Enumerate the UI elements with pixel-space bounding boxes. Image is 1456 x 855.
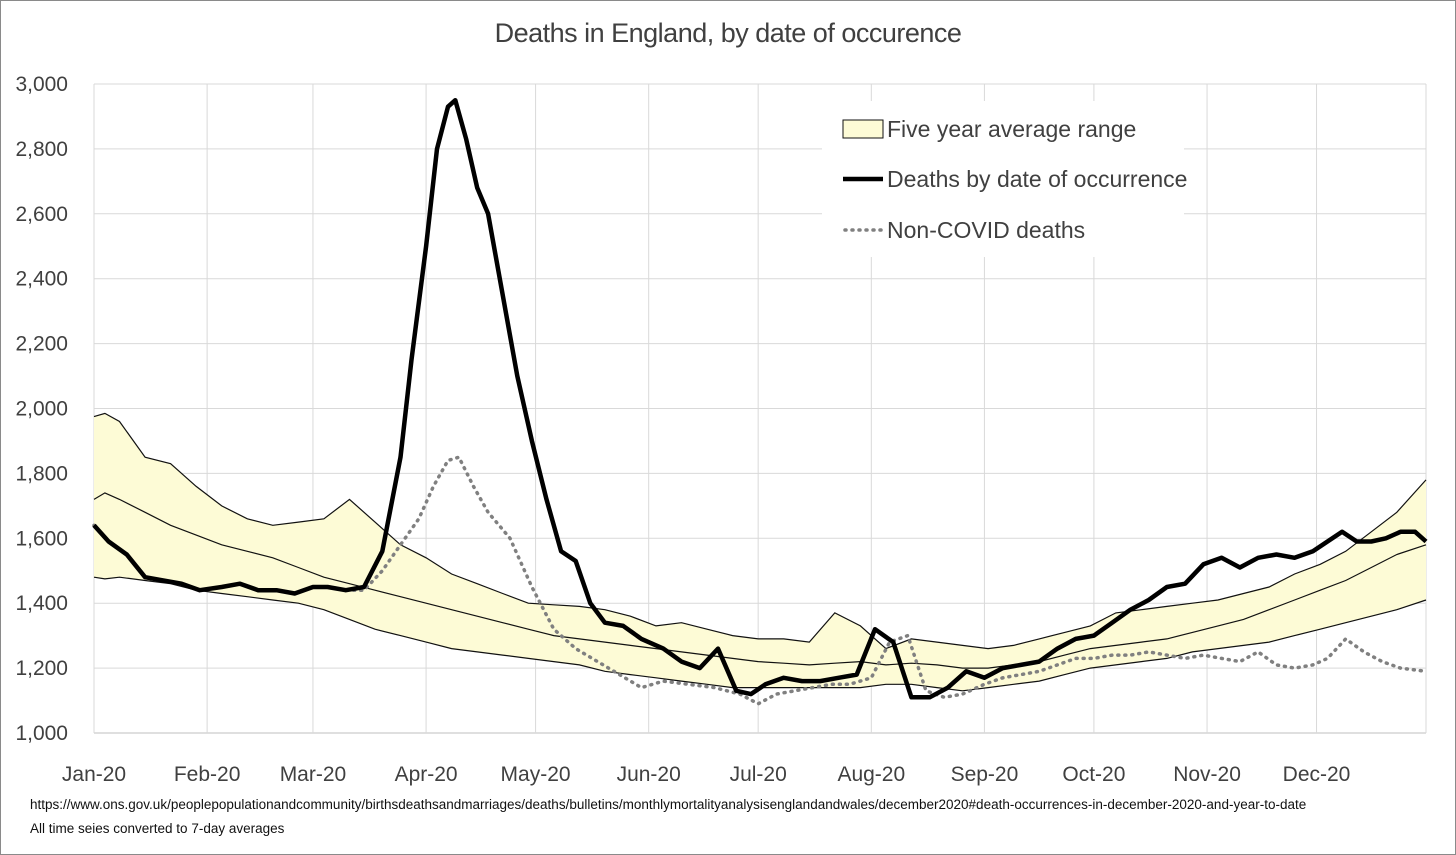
y-axis-ticks: 1,000 1,200 1,400 1,600 1,800 2,000 2,200 2,400… (15, 73, 68, 745)
x-axis-ticks: Jan-20 Feb-20 Mar-20 Apr-20 May-20 Jun-20 Jul-… (62, 763, 1350, 786)
y-tick-label: 2,000 (15, 398, 68, 421)
series-lines (92, 97, 1428, 706)
x-tick-label: Aug-20 (837, 763, 905, 786)
deaths-by-occurrence-line (92, 97, 1428, 700)
legend-swatch-band (842, 119, 884, 139)
y-tick-label: 1,600 (15, 527, 68, 550)
x-tick-label: Sep-20 (951, 763, 1019, 786)
y-tick-label: 1,400 (15, 592, 68, 615)
y-tick-label: 3,000 (15, 73, 68, 96)
y-tick-label: 1,000 (15, 722, 68, 745)
averaging-note: All time seies converted to 7-day averag… (30, 821, 285, 836)
x-tick-label: Apr-20 (395, 763, 458, 786)
non-covid-deaths-line (92, 455, 1428, 706)
x-tick-label: Jul-20 (730, 763, 787, 786)
chart-title: Deaths in England, by date of occurence (494, 18, 962, 48)
x-tick-label: Oct-20 (1062, 763, 1125, 786)
y-tick-label: 1,200 (15, 657, 68, 680)
x-tick-label: Feb-20 (174, 763, 241, 786)
y-tick-label: 2,400 (15, 268, 68, 291)
band-upper-line (93, 412, 1427, 650)
band-lower-line (93, 576, 1427, 692)
y-tick-label: 2,600 (15, 203, 68, 226)
band-area (94, 413, 1426, 691)
x-tick-label: May-20 (501, 763, 571, 786)
x-tick-label: Jun-20 (617, 763, 681, 786)
y-tick-label: 2,200 (15, 333, 68, 356)
legend: Five year average range Deaths by date of… (822, 101, 1187, 257)
legend-label: Non-COVID deaths (887, 217, 1085, 243)
five-year-average-band (93, 412, 1427, 692)
legend-label: Deaths by date of occurrence (887, 166, 1187, 192)
x-tick-label: Mar-20 (280, 763, 347, 786)
band-mid-line (93, 492, 1427, 669)
source-url: https://www.ons.gov.uk/peoplepopulationa… (30, 797, 1307, 812)
x-tick-label: Nov-20 (1173, 763, 1241, 786)
y-tick-label: 2,800 (15, 138, 68, 161)
legend-label: Five year average range (887, 116, 1136, 142)
x-tick-label: Dec-20 (1283, 763, 1351, 786)
y-tick-label: 1,800 (15, 462, 68, 485)
x-tick-label: Jan-20 (62, 763, 126, 786)
